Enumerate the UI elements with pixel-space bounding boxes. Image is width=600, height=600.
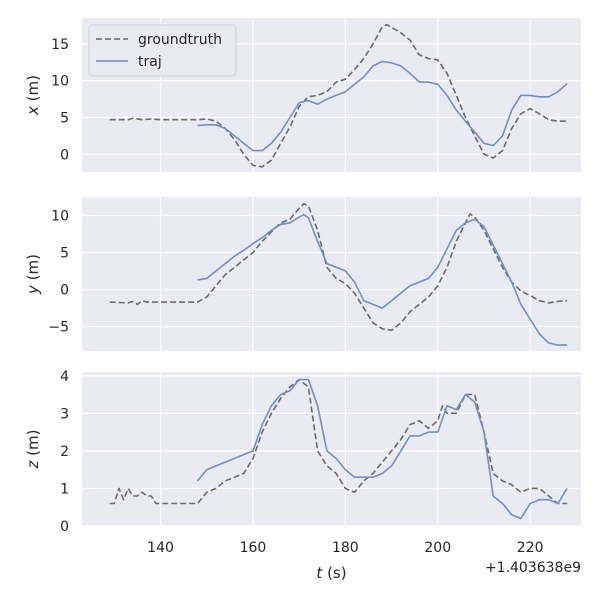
x-tick-label: 160 <box>240 540 267 556</box>
x-tick-label: 220 <box>517 540 544 556</box>
y-tick-label: −5 <box>48 320 69 336</box>
y-tick-label: 10 <box>51 209 69 225</box>
subplot-y: −5 0 5 10 y (m) <box>24 197 581 351</box>
y-axis-label-z: z (m) <box>24 430 42 470</box>
x-tick-label: 180 <box>332 540 359 556</box>
series-line-traj-z <box>196 378 568 520</box>
series-line-groundtruth-y <box>109 202 568 332</box>
series-line-traj-y <box>197 214 568 346</box>
y-axis-label-x: x (m) <box>24 75 42 116</box>
x-tick-label: 140 <box>147 540 174 556</box>
y-tick-label: 0 <box>60 519 69 535</box>
x-tick-label: 200 <box>424 540 451 556</box>
y-tick-label: 15 <box>51 37 69 53</box>
legend-box <box>88 24 237 77</box>
y-tick-label: 0 <box>60 283 69 299</box>
series-line-traj-x <box>197 60 568 152</box>
series-line-groundtruth-x <box>109 23 568 168</box>
plot-area-y <box>82 197 581 351</box>
y-tick-label: 5 <box>60 246 69 262</box>
y-tick-label: 4 <box>60 369 69 385</box>
legend-label-groundtruth: groundtruth <box>138 32 222 48</box>
subplot-z: 0 1 2 3 4 z (m) <box>24 369 581 535</box>
y-tick-label: 3 <box>60 406 69 422</box>
x-axis-label: t (s) <box>316 564 346 582</box>
y-tick-label: 0 <box>60 147 69 163</box>
y-axis-label-y: y (m) <box>24 254 42 295</box>
x-offset-label: +1.403638e9 <box>485 560 581 576</box>
y-tick-label: 10 <box>51 74 69 90</box>
y-tick-label: 1 <box>60 481 69 497</box>
y-tick-label: 5 <box>60 110 69 126</box>
y-tick-label: 2 <box>60 444 69 460</box>
subplot-x: 0 5 10 15 x (m) <box>24 18 581 172</box>
legend-label-traj: traj <box>138 54 162 70</box>
